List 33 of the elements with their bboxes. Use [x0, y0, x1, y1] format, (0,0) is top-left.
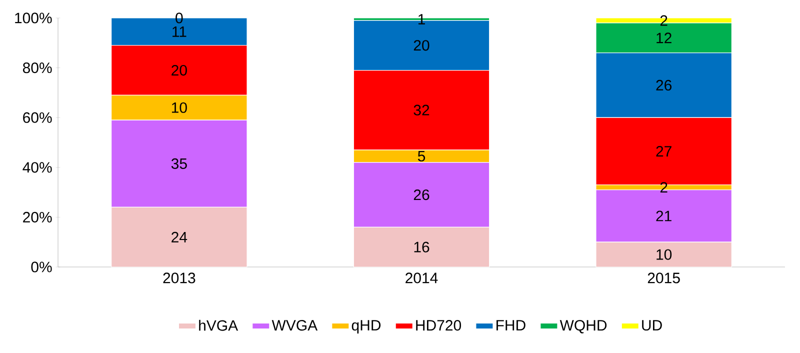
x-tick-label: 2013 [163, 272, 196, 284]
data-label: 32 [414, 104, 430, 116]
y-tick-label: 100% [15, 12, 52, 24]
data-label: 26 [414, 189, 430, 200]
y-tick-label: 40% [22, 162, 52, 173]
data-label: 20 [172, 64, 187, 76]
legend-label: WVGA [272, 320, 318, 331]
legend-label: qHD [352, 320, 381, 334]
y-tick-label: 0% [31, 262, 52, 272]
data-label: 11 [172, 26, 186, 37]
data-label: 1 [418, 14, 425, 24]
legend-label: hVGA [199, 320, 238, 331]
data-label: 20 [414, 40, 430, 51]
data-label: 35 [171, 158, 187, 169]
data-label: 21 [656, 210, 672, 222]
data-label: 16 [414, 242, 430, 252]
data-label: 26 [656, 80, 672, 91]
data-label: 5 [418, 150, 426, 162]
legend-label: HD720 [416, 320, 462, 331]
legend-label: WQHD [560, 320, 607, 334]
data-label: 12 [656, 32, 672, 44]
y-tick-label: 80% [22, 62, 52, 74]
data-label: 0 [176, 12, 183, 24]
data-label: 24 [172, 232, 188, 242]
data-label: 10 [656, 249, 672, 260]
legend-label: UD [642, 320, 662, 331]
data-label: 27 [656, 146, 672, 156]
y-tick-label: 60% [23, 112, 52, 123]
x-tick-label: 2015 [648, 272, 680, 284]
x-tick-label: 2014 [406, 272, 438, 284]
data-label: 10 [172, 102, 187, 113]
legend-label: FHD [496, 320, 526, 330]
y-tick-label: 20% [23, 212, 52, 222]
